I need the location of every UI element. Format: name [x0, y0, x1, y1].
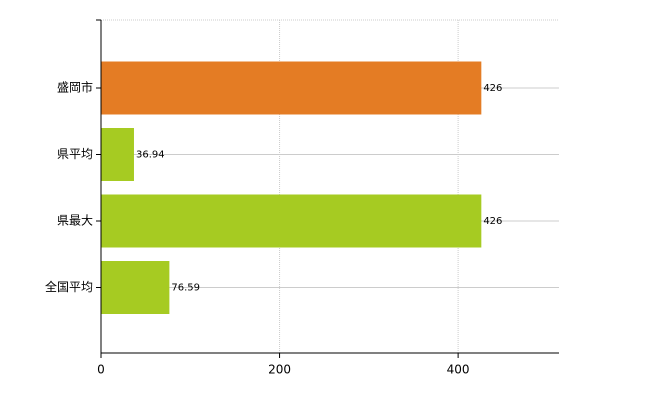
y-tick-label: 県最大 — [57, 214, 93, 228]
y-tick-label: 全国平均 — [45, 279, 93, 294]
value-label: 426 — [483, 83, 502, 94]
value-label: 76.59 — [171, 283, 200, 294]
bar — [101, 128, 134, 181]
x-tick-label: 0 — [97, 363, 105, 377]
x-tick-label: 200 — [268, 363, 291, 377]
value-label: 36.94 — [136, 150, 165, 161]
bar — [101, 61, 482, 115]
bar — [101, 261, 170, 314]
y-tick-label: 盛岡市 — [57, 80, 93, 95]
bar — [101, 194, 482, 248]
value-label: 426 — [483, 216, 502, 227]
x-tick-label: 400 — [447, 363, 470, 377]
y-tick-label: 県平均 — [57, 147, 93, 161]
